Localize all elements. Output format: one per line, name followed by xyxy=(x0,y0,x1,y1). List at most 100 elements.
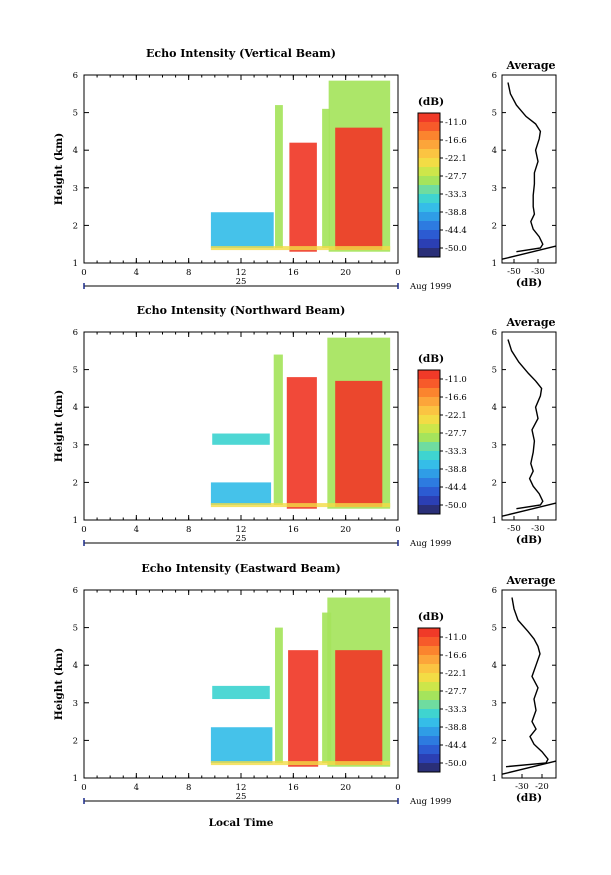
colorbar-swatch xyxy=(418,415,440,425)
echo-region-3 xyxy=(275,627,283,763)
x-tick-label: 0 xyxy=(395,268,400,278)
colorbar-swatch xyxy=(418,167,440,177)
x-tick-label: 20 xyxy=(340,783,351,793)
colorbar-tick-label: -27.7 xyxy=(445,429,467,439)
profile-x-tick-label: -20 xyxy=(535,782,549,792)
profile-y-tick-label: 1 xyxy=(492,516,497,526)
profile-y-tick-label: 4 xyxy=(492,146,497,156)
colorbar-swatch xyxy=(418,442,440,452)
x-tick-label: 0 xyxy=(395,783,400,793)
colorbar-swatch xyxy=(418,718,440,728)
echo-region-2 xyxy=(275,105,283,248)
colorbar-swatch xyxy=(418,230,440,240)
profile-surface-line xyxy=(501,245,557,260)
colorbar-swatch xyxy=(418,122,440,132)
x-tick-label: 16 xyxy=(288,268,299,278)
profile-title: Average xyxy=(505,316,555,329)
y-tick-label: 4 xyxy=(73,661,78,671)
colorbar-tick-label: -33.3 xyxy=(445,705,467,715)
colorbar-swatch xyxy=(418,700,440,710)
echo-region-4 xyxy=(322,108,330,248)
profile-title: Average xyxy=(505,574,555,587)
profile-y-tick-label: 3 xyxy=(492,441,497,451)
panel-2: Echo Intensity (Northward Beam)0 4 8 12 16 20… xyxy=(53,304,557,549)
colorbar-swatch xyxy=(418,185,440,195)
echo-base-layer xyxy=(210,761,391,766)
echo-region-4 xyxy=(288,650,319,767)
colorbar-tick-label: -11.0 xyxy=(445,633,467,643)
colorbar-swatch xyxy=(418,505,440,515)
colorbar-swatch xyxy=(418,113,440,123)
colorbar-tick-label: -11.0 xyxy=(445,118,467,128)
colorbar-swatch xyxy=(418,149,440,159)
colorbar-swatch xyxy=(418,691,440,701)
profile-y-tick-label: 5 xyxy=(492,366,497,376)
echo-regions xyxy=(210,337,391,509)
y-tick-label: 4 xyxy=(73,146,78,156)
echo-region-4 xyxy=(286,377,317,509)
colorbar-tick-label: -50.0 xyxy=(445,501,467,511)
colorbar-tick-label: -38.8 xyxy=(445,723,467,733)
colorbar-label: (dB) xyxy=(418,611,444,623)
y-tick-label: 1 xyxy=(73,774,78,784)
profile-surface-line xyxy=(501,760,557,775)
profile-y-tick-label: 3 xyxy=(492,184,497,194)
panel-title: Echo Intensity (Vertical Beam) xyxy=(146,47,336,60)
colorbar-swatch xyxy=(418,406,440,416)
x-tick-label: 20 xyxy=(340,525,351,535)
colorbar-swatch xyxy=(418,682,440,692)
y-tick-label: 3 xyxy=(73,184,78,194)
colorbar-swatch xyxy=(418,158,440,168)
y-tick-label: 3 xyxy=(73,441,78,451)
panel-1: Echo Intensity (Vertical Beam)0 4 8 12 16 20 0… xyxy=(53,47,557,292)
colorbar-swatch xyxy=(418,763,440,773)
colorbar-tick-label: -50.0 xyxy=(445,244,467,254)
profile-x-tick-label: -30 xyxy=(515,782,529,792)
x-tick-label: 8 xyxy=(186,783,191,793)
echo-region-6 xyxy=(335,127,383,250)
colorbar-swatch xyxy=(418,388,440,398)
day-label: 25 xyxy=(236,534,247,544)
y-tick-label: 2 xyxy=(73,736,78,746)
profile-x-tick-label: -30 xyxy=(531,267,545,277)
colorbar-tick-label: -16.6 xyxy=(445,393,467,403)
colorbar-swatch xyxy=(418,655,440,665)
echo-region-1 xyxy=(210,212,274,248)
profile-y-tick-label: 1 xyxy=(492,259,497,269)
colorbar-swatch xyxy=(418,248,440,258)
profile-y-tick-label: 6 xyxy=(492,328,497,338)
colorbar-swatch xyxy=(418,745,440,755)
echo-base-layer xyxy=(210,246,391,251)
y-tick-label: 1 xyxy=(73,259,78,269)
colorbar-tick-label: -38.8 xyxy=(445,208,467,218)
colorbar-swatch xyxy=(418,727,440,737)
profile-y-tick-label: 6 xyxy=(492,586,497,596)
x-tick-label: 12 xyxy=(236,268,247,278)
colorbar-label: (dB) xyxy=(418,96,444,108)
profile-y-tick-label: 4 xyxy=(492,403,497,413)
echo-regions xyxy=(210,80,391,252)
colorbar-swatch xyxy=(418,478,440,488)
y-axis-label: Height (km) xyxy=(53,390,65,462)
colorbar-tick-label: -16.6 xyxy=(445,651,467,661)
profile-x-label: (dB) xyxy=(516,277,542,289)
y-tick-label: 6 xyxy=(73,328,78,338)
colorbar-tick-label: -22.1 xyxy=(445,154,467,164)
profile-y-tick-label: 3 xyxy=(492,699,497,709)
y-tick-label: 2 xyxy=(73,478,78,488)
y-tick-label: 3 xyxy=(73,699,78,709)
date-label: Aug 1999 xyxy=(409,282,451,292)
colorbar-tick-label: -50.0 xyxy=(445,759,467,769)
echo-region-2 xyxy=(212,433,270,445)
echo-region-3 xyxy=(289,142,317,252)
profile-y-tick-label: 2 xyxy=(492,736,497,746)
y-tick-label: 5 xyxy=(73,366,78,376)
colorbar-swatch xyxy=(418,460,440,470)
y-tick-label: 5 xyxy=(73,109,78,119)
y-tick-label: 6 xyxy=(73,71,78,81)
colorbar-tick-label: -44.4 xyxy=(445,741,467,751)
colorbar-swatch xyxy=(418,370,440,380)
colorbar-frame xyxy=(417,369,441,515)
profile-line xyxy=(505,597,549,768)
